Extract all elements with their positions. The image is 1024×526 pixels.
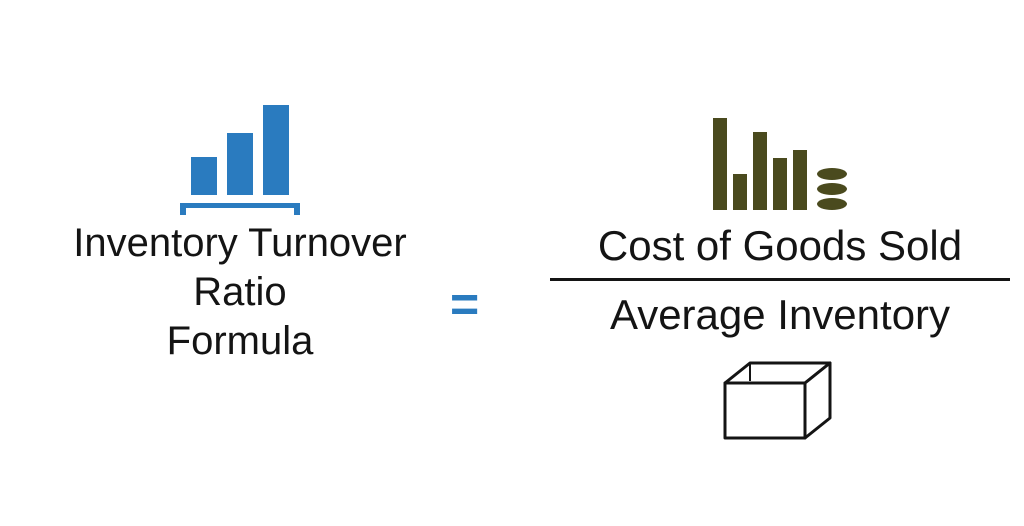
bar-1 xyxy=(191,157,217,195)
denominator-text: Average Inventory xyxy=(540,291,1020,339)
formula-name: Inventory Turnover Ratio Formula xyxy=(20,219,460,365)
coin xyxy=(817,168,847,180)
rbar-3 xyxy=(753,132,767,210)
coin xyxy=(817,183,847,195)
formula-name-line2: Ratio xyxy=(20,268,460,317)
coin-stack-icon xyxy=(817,168,847,210)
rbar-2 xyxy=(733,174,747,210)
bar-chart-base xyxy=(180,201,300,211)
bars-coins-icon xyxy=(540,115,1020,210)
right-side: Cost of Goods Sold Average Inventory xyxy=(540,115,1020,443)
coin xyxy=(817,198,847,210)
formula-name-line1: Inventory Turnover xyxy=(20,219,460,268)
rbar-1 xyxy=(713,118,727,210)
bar-3 xyxy=(263,105,289,195)
bar-chart-icon xyxy=(20,105,460,211)
fraction-line xyxy=(550,278,1010,281)
bar-2 xyxy=(227,133,253,195)
rbar-5 xyxy=(793,150,807,210)
left-side: Inventory Turnover Ratio Formula xyxy=(20,105,460,365)
numerator-text: Cost of Goods Sold xyxy=(540,222,1020,270)
formula-name-line3: Formula xyxy=(20,317,460,366)
equals-sign: = xyxy=(450,275,479,333)
rbar-4 xyxy=(773,158,787,210)
box-icon xyxy=(540,353,1020,443)
